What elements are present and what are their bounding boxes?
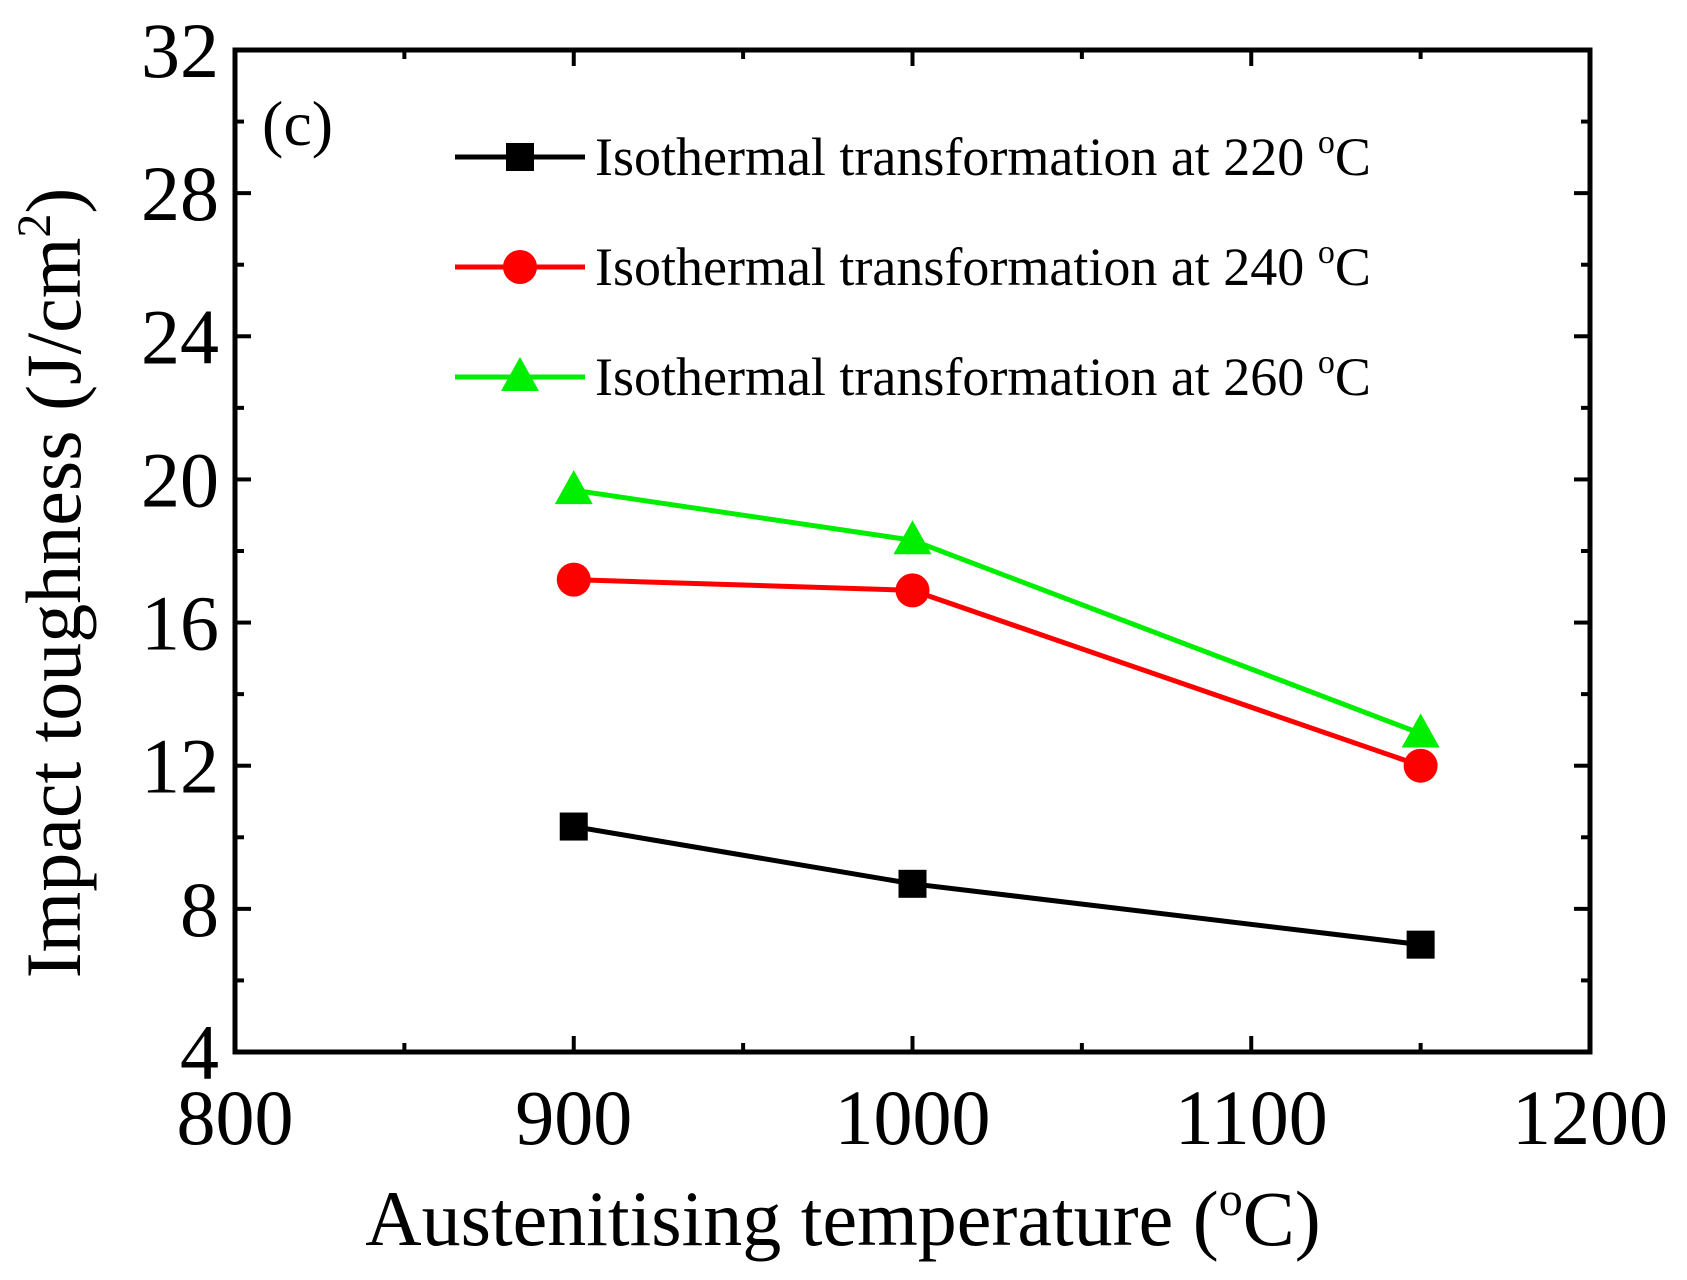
y-tick-label: 24 <box>141 293 219 380</box>
y-tick-label: 16 <box>141 580 219 667</box>
x-axis-title: Austenitising temperature (oC) <box>365 1173 1320 1262</box>
legend-label-sup: o <box>1318 344 1335 381</box>
x-tick-label: 1200 <box>1512 1074 1668 1161</box>
legend-label: Isothermal transformation at 260 oC <box>595 344 1371 407</box>
y-tick-label: 28 <box>141 150 219 237</box>
legend-label-unit: C <box>1335 347 1371 407</box>
legend-item-1: Isothermal transformation at 220 oC <box>455 124 1371 187</box>
y-tick-label: 32 <box>141 7 219 94</box>
data-point <box>559 812 588 841</box>
data-point <box>554 470 593 505</box>
data-point <box>1406 930 1435 959</box>
data-point <box>1401 713 1440 748</box>
series-line <box>573 577 1422 769</box>
legend-item-2: Isothermal transformation at 240 oC <box>455 234 1371 297</box>
y-axis-title-main: Impact toughness (J/cm <box>10 238 97 979</box>
x-tick-label: 1000 <box>835 1074 991 1161</box>
series-3 <box>554 470 1440 748</box>
legend-label: Isothermal transformation at 220 oC <box>595 124 1371 187</box>
series-line <box>573 824 1421 948</box>
legend-label-main: Isothermal transformation at 240 <box>595 237 1318 297</box>
x-tick-label: 1100 <box>1175 1074 1328 1161</box>
legend-label: Isothermal transformation at 240 oC <box>595 234 1371 297</box>
legend-marker <box>506 143 534 171</box>
x-tick-label: 800 <box>177 1074 294 1161</box>
panel-label: (c) <box>262 88 333 159</box>
legend-marker <box>503 250 537 284</box>
legend-label-unit: C <box>1335 127 1371 187</box>
x-axis-title-unit: C) <box>1243 1175 1321 1262</box>
data-point <box>895 573 930 608</box>
legend-label-sup: o <box>1318 124 1335 161</box>
series-1 <box>559 812 1435 959</box>
data-point <box>556 562 591 597</box>
y-tick-label: 12 <box>141 723 219 810</box>
series-2 <box>556 562 1438 783</box>
legend-item-3: Isothermal transformation at 260 oC <box>455 344 1371 407</box>
data-point <box>1403 748 1438 783</box>
y-tick-label: 20 <box>141 436 219 523</box>
y-tick-label: 8 <box>180 866 219 953</box>
legend-label-unit: C <box>1335 237 1371 297</box>
x-axis-title-main: Austenitising temperature ( <box>365 1175 1218 1262</box>
data-point <box>898 869 927 898</box>
x-axis-title-sup: o <box>1219 1173 1243 1226</box>
y-axis-title: Impact toughness (J/cm2) <box>8 188 97 979</box>
legend-marker <box>501 357 539 391</box>
legend-label-main: Isothermal transformation at 260 <box>595 347 1318 407</box>
y-axis-title-end: ) <box>10 188 97 214</box>
legend-label-main: Isothermal transformation at 220 <box>595 127 1318 187</box>
data-point <box>893 520 932 555</box>
y-tick-label: 4 <box>180 1009 219 1096</box>
series-line <box>573 487 1422 736</box>
x-tick-label: 900 <box>515 1074 632 1161</box>
legend-label-sup: o <box>1318 234 1335 271</box>
series-layer <box>554 470 1440 959</box>
legend: Isothermal transformation at 220 oCIsoth… <box>455 124 1371 407</box>
y-axis-title-sup: 2 <box>8 214 61 238</box>
axes: 800 900 1000 1100 1200 4 8 12 16 20 24 28 32 <box>141 7 1668 1161</box>
